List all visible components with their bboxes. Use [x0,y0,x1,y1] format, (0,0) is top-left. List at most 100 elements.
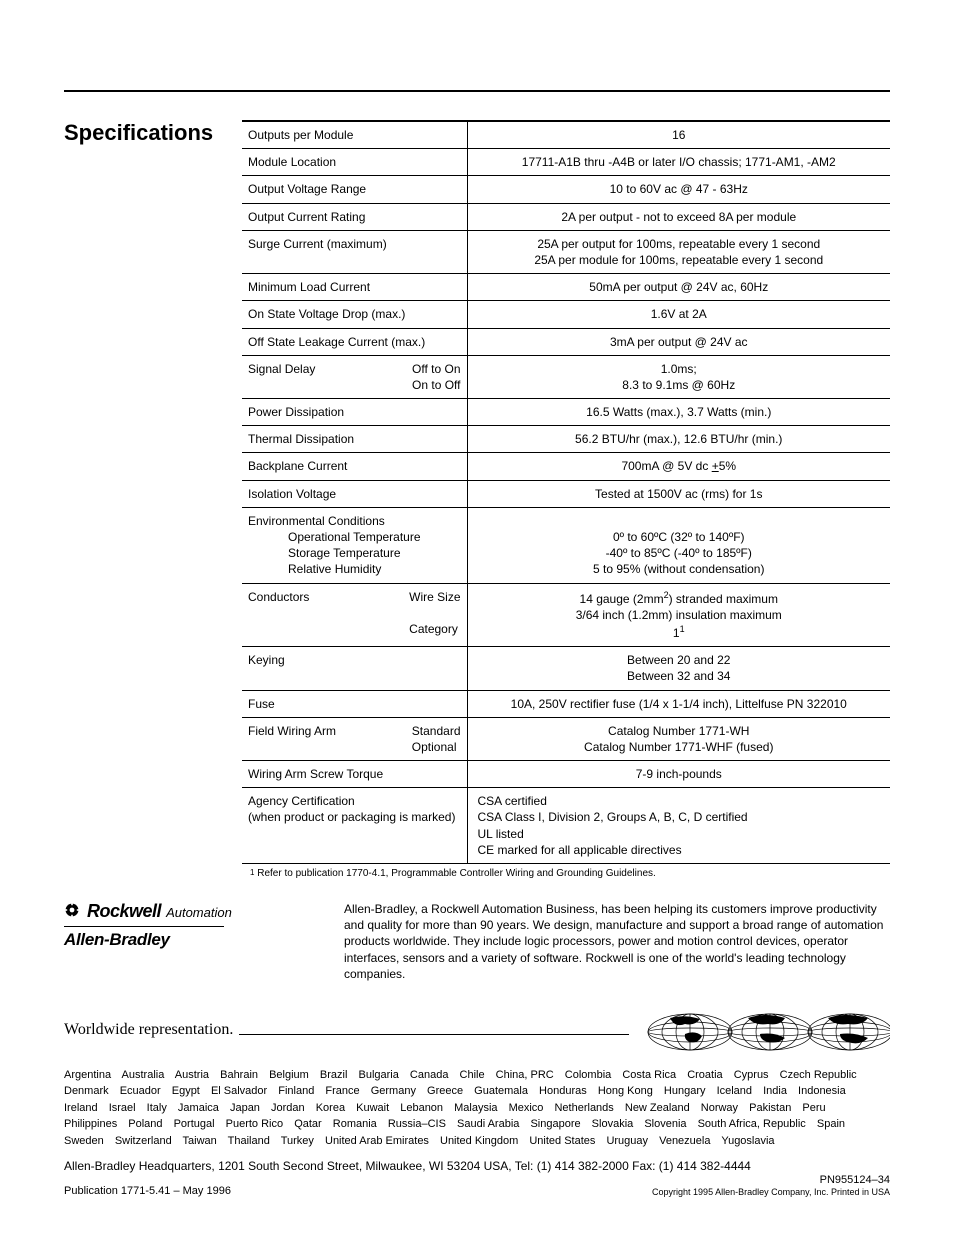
country: Romania [333,1118,377,1130]
country: Pakistan [749,1102,791,1114]
main-content: Specifications Outputs per Module16Modul… [64,120,890,879]
globes-icon [635,1004,890,1057]
country: Austria [175,1069,209,1081]
country: Slovakia [592,1118,634,1130]
country: Saudi Arabia [457,1118,519,1130]
country: Switzerland [115,1135,172,1147]
country: United Arab Emirates [325,1135,429,1147]
country: Thailand [228,1135,270,1147]
country: Honduras [539,1085,587,1097]
company-block: Rockwell Automation Allen-Bradley Allen-… [64,901,890,982]
spec-value: 3mA per output @ 24V ac [467,328,890,355]
country: Denmark [64,1085,109,1097]
spec-label: Agency Certification(when product or pac… [242,788,467,864]
spec-label: Wiring Arm Screw Torque [242,761,467,788]
allen-bradley-text: Allen-Bradley [64,930,344,950]
worldwide-line [239,1034,629,1035]
gear-icon [64,902,80,923]
spec-label: Signal DelayOff to OnOn to Off [242,355,467,398]
spec-value: 10A, 250V rectifier fuse (1/4 x 1-1/4 in… [467,690,890,717]
spec-label: Keying [242,647,467,690]
country: Israel [109,1102,136,1114]
country: Norway [701,1102,738,1114]
spec-label: Surge Current (maximum) [242,230,467,273]
country: Italy [147,1102,167,1114]
country: Czech Republic [780,1069,857,1081]
table-row: Surge Current (maximum)25A per output fo… [242,230,890,273]
country: Croatia [687,1069,722,1081]
country: Brazil [320,1069,348,1081]
automation-text: Automation [166,905,232,920]
table-row: Fuse10A, 250V rectifier fuse (1/4 x 1-1/… [242,690,890,717]
country: Turkey [281,1135,314,1147]
spec-table-wrap: Outputs per Module16Module Location17711… [242,120,890,879]
country: Argentina [64,1069,111,1081]
table-row: Off State Leakage Current (max.)3mA per … [242,328,890,355]
spec-value: 14 gauge (2mm2) stranded maximum3/64 inc… [467,583,890,647]
spec-value: 17711-A1B thru -A4B or later I/O chassis… [467,149,890,176]
country: Spain [817,1118,845,1130]
country: India [763,1085,787,1097]
spec-value: CSA certifiedCSA Class I, Division 2, Gr… [467,788,890,864]
copyright: Copyright 1995 Allen-Bradley Company, In… [652,1187,890,1197]
country: Hong Kong [598,1085,653,1097]
country: Mexico [509,1102,544,1114]
publication-info: Publication 1771-5.41 – May 1996 [64,1185,231,1197]
country: Sweden [64,1135,104,1147]
country: Peru [802,1102,825,1114]
spec-value: 56.2 BTU/hr (max.), 12.6 BTU/hr (min.) [467,426,890,453]
spec-value: Catalog Number 1771-WHCatalog Number 177… [467,717,890,760]
table-row: Output Voltage Range10 to 60V ac @ 47 - … [242,176,890,203]
spec-value: 700mA @ 5V dc +5% [467,453,890,480]
country: United Kingdom [440,1135,518,1147]
table-row: ConductorsWire Size Category14 gauge (2m… [242,583,890,647]
pn-text: PN955124–34 [652,1174,890,1186]
spec-label: Off State Leakage Current (max.) [242,328,467,355]
table-row: Agency Certification(when product or pac… [242,788,890,864]
table-row: Output Current Rating2A per output - not… [242,203,890,230]
country: Venezuela [659,1135,710,1147]
country: Chile [460,1069,485,1081]
country: Lebanon [400,1102,443,1114]
spec-label: Output Voltage Range [242,176,467,203]
country: Slovenia [644,1118,686,1130]
logo-area: Rockwell Automation Allen-Bradley [64,901,344,982]
table-row: On State Voltage Drop (max.)1.6V at 2A [242,301,890,328]
country: Bahrain [220,1069,258,1081]
spec-label: On State Voltage Drop (max.) [242,301,467,328]
spec-value: 1.6V at 2A [467,301,890,328]
spec-label: Isolation Voltage [242,480,467,507]
country: Poland [128,1118,162,1130]
country: Kuwait [356,1102,389,1114]
country: Netherlands [554,1102,613,1114]
spec-value: 1.0ms;8.3 to 9.1ms @ 60Hz [467,355,890,398]
country: Japan [230,1102,260,1114]
spec-label: Module Location [242,149,467,176]
spec-value: Between 20 and 22Between 32 and 34 [467,647,890,690]
side-heading: Specifications [64,120,242,879]
country: Finland [278,1085,314,1097]
table-row: Wiring Arm Screw Torque7-9 inch-pounds [242,761,890,788]
spec-value: 10 to 60V ac @ 47 - 63Hz [467,176,890,203]
spec-label: ConductorsWire Size Category [242,583,467,647]
country: Puerto Rico [226,1118,283,1130]
country: Jordan [271,1102,305,1114]
country: Hungary [664,1085,706,1097]
logo-divider [64,926,224,927]
country: Jamaica [178,1102,219,1114]
spec-value: 16 [467,121,890,149]
spec-table: Outputs per Module16Module Location17711… [242,120,890,864]
company-description: Allen-Bradley, a Rockwell Automation Bus… [344,901,890,982]
table-row: Minimum Load Current50mA per output @ 24… [242,274,890,301]
country: Uruguay [606,1135,648,1147]
section-title: Specifications [64,120,230,146]
rockwell-logo: Rockwell Automation [64,901,344,923]
country: Costa Rica [622,1069,676,1081]
table-row: Signal DelayOff to OnOn to Off1.0ms;8.3 … [242,355,890,398]
countries-list: Argentina Australia Austria Bahrain Belg… [64,1067,890,1150]
country: China, PRC [496,1069,554,1081]
spec-label: Power Dissipation [242,399,467,426]
table-row: KeyingBetween 20 and 22Between 32 and 34 [242,647,890,690]
country: Iceland [717,1085,752,1097]
country: Russia–CIS [388,1118,446,1130]
